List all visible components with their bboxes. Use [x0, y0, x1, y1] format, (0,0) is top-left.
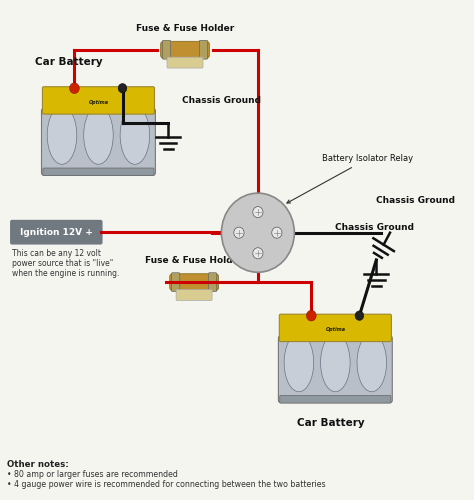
FancyBboxPatch shape [163, 40, 171, 59]
Text: This can be any 12 volt
power source that is "live"
when the engine is running.: This can be any 12 volt power source tha… [12, 248, 119, 278]
Text: Battery Isolator Relay: Battery Isolator Relay [287, 154, 413, 203]
Text: Car Battery: Car Battery [297, 418, 365, 428]
FancyBboxPatch shape [161, 42, 210, 58]
FancyBboxPatch shape [42, 108, 155, 175]
Text: • 80 amp or larger fuses are recommended: • 80 amp or larger fuses are recommended [7, 470, 178, 479]
FancyBboxPatch shape [172, 272, 180, 291]
Circle shape [253, 248, 263, 259]
Circle shape [118, 84, 127, 93]
Ellipse shape [47, 106, 77, 164]
Circle shape [253, 206, 263, 218]
Ellipse shape [357, 334, 387, 392]
Ellipse shape [320, 334, 350, 392]
Circle shape [221, 193, 294, 272]
FancyBboxPatch shape [10, 220, 102, 244]
FancyBboxPatch shape [279, 314, 392, 342]
Text: Fuse & Fuse Holder: Fuse & Fuse Holder [145, 256, 243, 266]
FancyBboxPatch shape [278, 336, 392, 402]
Text: Other notes:: Other notes: [7, 460, 69, 469]
Text: • 4 gauge power wire is recommended for connecting between the two batteries: • 4 gauge power wire is recommended for … [7, 480, 326, 489]
Circle shape [306, 310, 316, 321]
FancyBboxPatch shape [280, 396, 391, 403]
Text: Chassis Ground: Chassis Ground [182, 96, 261, 105]
FancyBboxPatch shape [167, 57, 203, 68]
FancyBboxPatch shape [42, 86, 155, 114]
Circle shape [70, 83, 79, 94]
Circle shape [355, 311, 364, 320]
Ellipse shape [84, 106, 113, 164]
FancyBboxPatch shape [170, 274, 219, 290]
Circle shape [234, 227, 244, 238]
FancyBboxPatch shape [176, 290, 212, 300]
Text: Optima: Optima [325, 328, 346, 332]
Circle shape [272, 227, 282, 238]
Text: Fuse & Fuse Holder: Fuse & Fuse Holder [136, 24, 234, 33]
Ellipse shape [120, 106, 150, 164]
FancyBboxPatch shape [43, 168, 154, 175]
Text: Ignition 12V +: Ignition 12V + [20, 228, 93, 236]
Ellipse shape [284, 334, 314, 392]
Text: Chassis Ground: Chassis Ground [335, 223, 414, 232]
Text: Chassis Ground: Chassis Ground [376, 196, 456, 205]
Text: Optima: Optima [89, 100, 109, 105]
Text: Car Battery: Car Battery [35, 57, 102, 67]
FancyBboxPatch shape [209, 272, 217, 291]
FancyBboxPatch shape [200, 40, 208, 59]
